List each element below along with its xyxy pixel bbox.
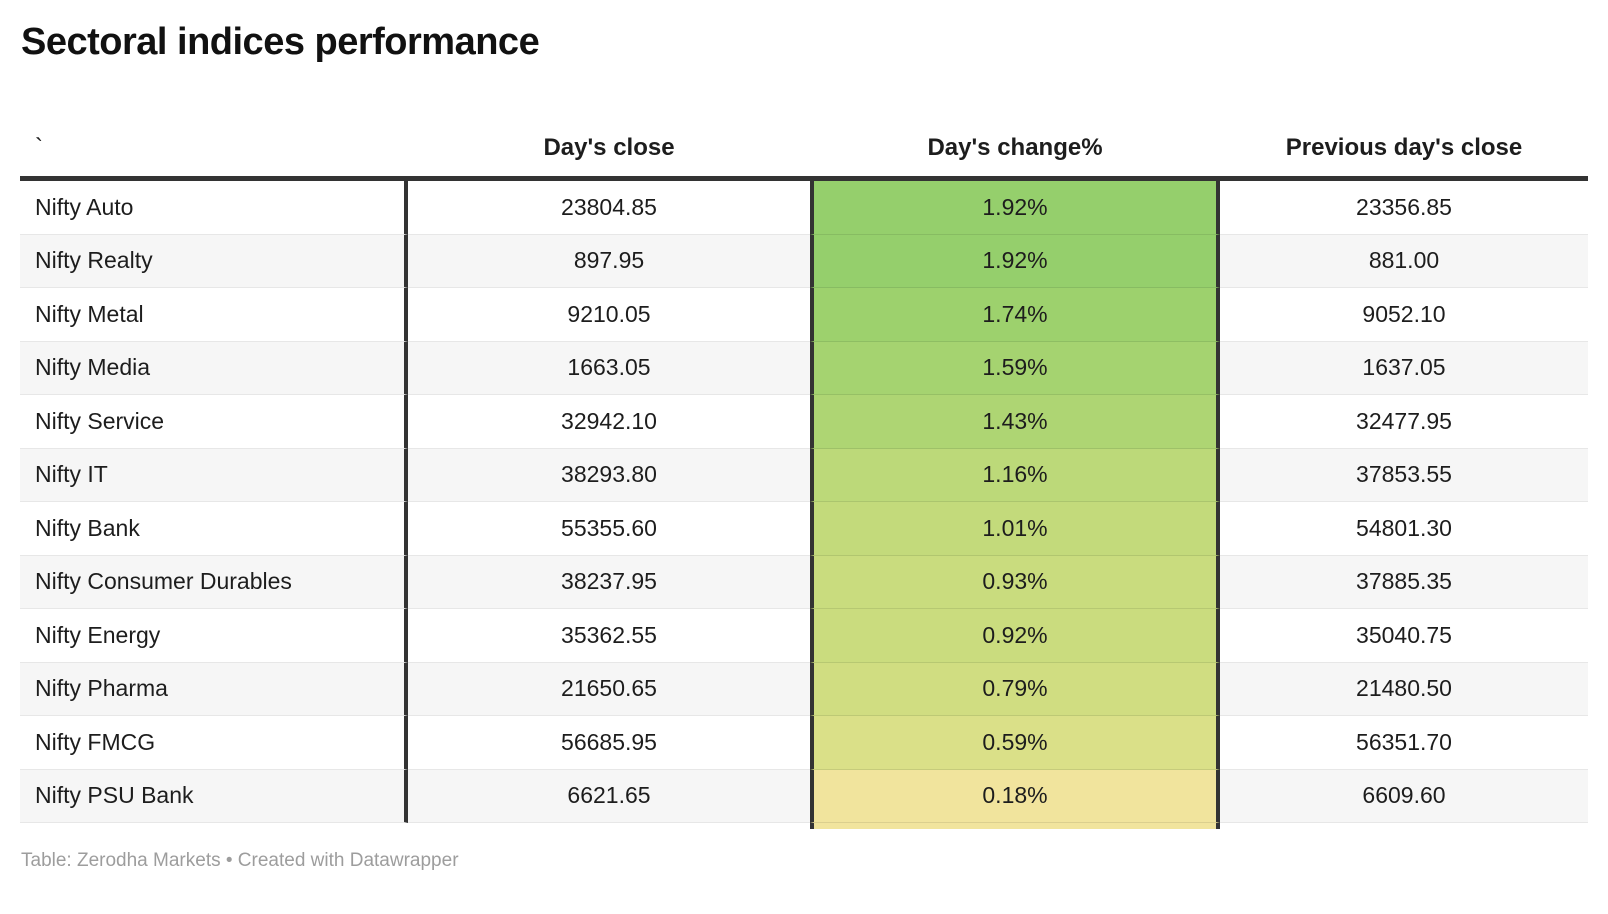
- row-label: Nifty Media: [20, 341, 408, 395]
- row-label: Nifty Auto: [20, 181, 408, 235]
- row-label: Nifty Consumer Durables: [20, 555, 408, 609]
- cell-change: 1.16%: [810, 448, 1220, 502]
- cell-close: 56685.95: [408, 716, 810, 770]
- row-label: Nifty PSU Bank: [20, 769, 408, 823]
- table-row: Nifty Energy 35362.55 0.92% 35040.75: [20, 609, 1588, 663]
- cell-close: 38293.80: [408, 448, 810, 502]
- cell-prev: 9052.10: [1220, 288, 1588, 342]
- cell-change: 1.59%: [810, 341, 1220, 395]
- col-header-days-change: Day's change%: [927, 134, 1103, 161]
- table-body: Nifty Auto 23804.85 1.92% 23356.85 Nifty…: [20, 181, 1588, 823]
- cell-change: 0.92%: [810, 609, 1220, 663]
- table-row: Nifty FMCG 56685.95 0.59% 56351.70: [20, 716, 1588, 770]
- cell-prev: 54801.30: [1220, 502, 1588, 556]
- cell-prev: 21480.50: [1220, 662, 1588, 716]
- cell-change: 1.74%: [810, 288, 1220, 342]
- cell-close: 6621.65: [408, 769, 810, 823]
- cell-close: 1663.05: [408, 341, 810, 395]
- table-row: Nifty Pharma 21650.65 0.79% 21480.50: [20, 662, 1588, 716]
- cell-change: 1.01%: [810, 502, 1220, 556]
- cell-close: 897.95: [408, 234, 810, 288]
- cell-prev: 32477.95: [1220, 395, 1588, 449]
- row-label: Nifty Realty: [20, 234, 408, 288]
- sector-table: ` Day's close Day's change% Previous day…: [20, 64, 1588, 829]
- cell-prev: 37885.35: [1220, 555, 1588, 609]
- cell-close: 55355.60: [408, 502, 810, 556]
- cell-change: 1.43%: [810, 395, 1220, 449]
- col-header-days-close: Day's close: [543, 134, 675, 161]
- header-divider: [20, 176, 1588, 181]
- cell-prev: 56351.70: [1220, 716, 1588, 770]
- table-row: Nifty IT 38293.80 1.16% 37853.55: [20, 448, 1588, 502]
- cell-prev: 6609.60: [1220, 769, 1588, 823]
- table-row: Nifty Consumer Durables 38237.95 0.93% 3…: [20, 555, 1588, 609]
- row-label: Nifty Pharma: [20, 662, 408, 716]
- cell-close: 35362.55: [408, 609, 810, 663]
- cell-prev: 23356.85: [1220, 181, 1588, 235]
- table-row: Nifty Auto 23804.85 1.92% 23356.85: [20, 181, 1588, 235]
- row-label: Nifty FMCG: [20, 716, 408, 770]
- cell-change: 1.92%: [810, 181, 1220, 235]
- table-row: Nifty Bank 55355.60 1.01% 54801.30: [20, 502, 1588, 556]
- cell-close: 9210.05: [408, 288, 810, 342]
- change-column-extension: [20, 823, 1588, 829]
- cell-prev: 37853.55: [1220, 448, 1588, 502]
- table-row: Nifty Media 1663.05 1.59% 1637.05: [20, 341, 1588, 395]
- attribution: Table: Zerodha Markets • Created with Da…: [21, 850, 459, 871]
- cell-close: 32942.10: [408, 395, 810, 449]
- page-title: Sectoral indices performance: [21, 21, 540, 63]
- cell-change: 1.92%: [810, 234, 1220, 288]
- table-row: Nifty PSU Bank 6621.65 0.18% 6609.60: [20, 769, 1588, 823]
- cell-prev: 35040.75: [1220, 609, 1588, 663]
- cell-close: 38237.95: [408, 555, 810, 609]
- cell-change: 0.93%: [810, 555, 1220, 609]
- cell-close: 23804.85: [408, 181, 810, 235]
- table-row: Nifty Realty 897.95 1.92% 881.00: [20, 234, 1588, 288]
- col-header-name: `: [35, 134, 43, 161]
- col-header-previous-close: Previous day's close: [1285, 134, 1523, 161]
- row-label: Nifty Service: [20, 395, 408, 449]
- cell-change: 0.18%: [810, 769, 1220, 823]
- table-header-row: ` Day's close Day's change% Previous day…: [20, 64, 1588, 176]
- change-column-extension-cell: [810, 823, 1220, 829]
- cell-change: 0.79%: [810, 662, 1220, 716]
- cell-change: 0.59%: [810, 716, 1220, 770]
- cell-prev: 1637.05: [1220, 341, 1588, 395]
- row-label: Nifty Bank: [20, 502, 408, 556]
- row-label: Nifty Metal: [20, 288, 408, 342]
- row-label: Nifty IT: [20, 448, 408, 502]
- cell-prev: 881.00: [1220, 234, 1588, 288]
- page: Sectoral indices performance ` Day's clo…: [0, 20, 1608, 872]
- table-row: Nifty Metal 9210.05 1.74% 9052.10: [20, 288, 1588, 342]
- cell-close: 21650.65: [408, 662, 810, 716]
- table-row: Nifty Service 32942.10 1.43% 32477.95: [20, 395, 1588, 449]
- row-label: Nifty Energy: [20, 609, 408, 663]
